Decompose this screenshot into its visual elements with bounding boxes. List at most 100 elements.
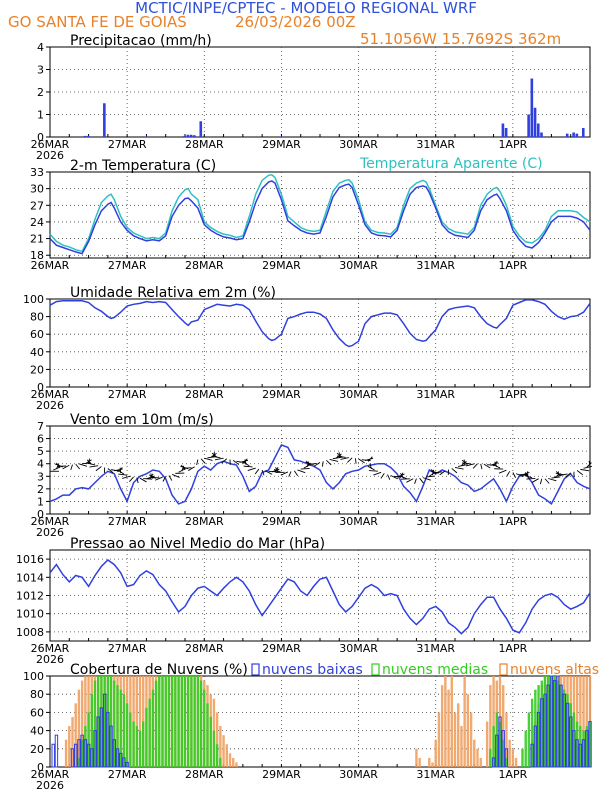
cloud-bar bbox=[109, 725, 113, 768]
wind-barb bbox=[297, 469, 306, 474]
cloud-bar bbox=[90, 748, 94, 768]
cloud-bar bbox=[77, 739, 81, 768]
legend-swatch bbox=[251, 663, 260, 676]
wind-barb bbox=[422, 477, 431, 481]
cloud-bar bbox=[565, 702, 570, 768]
y-tick-label: 40 bbox=[30, 346, 44, 359]
wind-barb bbox=[354, 458, 357, 464]
x-year-label: 2026 bbox=[36, 653, 64, 666]
x-tick-label: 30MAR bbox=[339, 388, 378, 401]
cloud-bar bbox=[505, 712, 508, 767]
cloud-bar bbox=[521, 748, 524, 767]
cloud-bar bbox=[122, 694, 126, 767]
cloud-bar bbox=[102, 693, 107, 768]
cloud-bar bbox=[569, 716, 573, 768]
y-tick-label: 1 bbox=[37, 495, 44, 508]
precip-bar bbox=[565, 133, 569, 137]
cloud-bar bbox=[145, 707, 148, 767]
cloud-bar bbox=[215, 712, 219, 767]
cloud-bar bbox=[74, 743, 78, 768]
run-label: 26/03/2026 00Z bbox=[235, 13, 356, 31]
pressure-title: Pressao ao Nivel Medio do Mar (hPa) bbox=[70, 536, 325, 552]
cloud-bar bbox=[533, 725, 538, 768]
cloud-bar bbox=[536, 711, 541, 768]
cloud-bar bbox=[161, 676, 164, 767]
wind-barb bbox=[196, 459, 199, 466]
wind-barb bbox=[300, 468, 310, 470]
y-tick-label: 60 bbox=[30, 328, 44, 341]
cloud-bar bbox=[473, 739, 476, 767]
x-tick-label: 26MAR bbox=[31, 768, 70, 781]
cloud-bar bbox=[543, 676, 547, 767]
x-tick-label: 1APR bbox=[498, 515, 527, 528]
precip-bar bbox=[103, 103, 106, 137]
cloud-bar bbox=[54, 734, 59, 768]
wind-barb bbox=[293, 470, 299, 477]
wind-barb bbox=[583, 465, 593, 469]
cloud-bar bbox=[148, 698, 151, 767]
cloud-bar bbox=[119, 752, 123, 768]
y-tick-label: 1016 bbox=[16, 553, 44, 566]
wind-barb bbox=[522, 471, 530, 477]
x-tick-label: 29MAR bbox=[262, 515, 301, 528]
precip-bar bbox=[501, 123, 505, 137]
wind-barb bbox=[576, 470, 583, 476]
wind-barb bbox=[329, 459, 339, 462]
wind-barb bbox=[307, 463, 317, 465]
wind-barb bbox=[214, 457, 224, 461]
cloud-bar bbox=[552, 680, 557, 768]
wind-barb bbox=[490, 462, 499, 466]
wind-barb bbox=[265, 470, 273, 475]
wind-barb bbox=[347, 457, 353, 463]
cloud-bar bbox=[502, 739, 505, 767]
cloud-bar bbox=[164, 676, 167, 767]
cloud-bar bbox=[569, 703, 572, 767]
cloud-bar bbox=[100, 676, 103, 767]
cloud-bar bbox=[582, 730, 585, 767]
cloud-bar bbox=[469, 712, 473, 767]
x-tick-label: 27MAR bbox=[108, 388, 147, 401]
x-tick-label: 29MAR bbox=[262, 642, 301, 655]
wind-barb bbox=[78, 463, 88, 467]
x-year-label: 2026 bbox=[36, 149, 64, 162]
cloud-bar bbox=[476, 748, 479, 767]
precip-bar bbox=[86, 135, 90, 137]
wind-barb bbox=[551, 476, 561, 479]
cloud-bar bbox=[122, 757, 126, 768]
cloud-bar bbox=[553, 676, 556, 767]
cloud-bar bbox=[74, 703, 77, 767]
cloud-bar bbox=[80, 734, 84, 768]
cloud-bar bbox=[187, 676, 190, 767]
cloud-bar bbox=[71, 716, 74, 767]
cloud-bar bbox=[415, 748, 418, 767]
x-tick-label: 28MAR bbox=[185, 768, 224, 781]
cloud-bar bbox=[106, 676, 110, 767]
x-tick-label: 27MAR bbox=[108, 768, 147, 781]
precip-title: Precipitacao (mm/h) bbox=[70, 33, 212, 49]
wind-barb bbox=[588, 460, 591, 467]
wind-barb bbox=[544, 478, 550, 484]
y-tick-label: 2 bbox=[37, 483, 44, 496]
wind-barb bbox=[419, 477, 424, 484]
x-tick-label: 30MAR bbox=[339, 642, 378, 655]
cloud-bar bbox=[84, 726, 87, 767]
y-tick-label: 30 bbox=[30, 183, 44, 196]
cloud-bar bbox=[434, 739, 437, 767]
cloud-bar bbox=[93, 730, 97, 768]
cloud-bar bbox=[80, 739, 84, 767]
cloud-bar bbox=[581, 739, 586, 768]
cloud-bar bbox=[524, 730, 527, 767]
wind-barb bbox=[114, 468, 123, 472]
cloud-bar bbox=[540, 698, 544, 768]
wind-barb bbox=[162, 476, 167, 482]
wind-barb bbox=[168, 475, 173, 481]
wind-barb bbox=[367, 465, 375, 471]
wind-barb bbox=[498, 469, 507, 474]
cloud-bar bbox=[582, 676, 585, 767]
cloud-bar bbox=[177, 676, 180, 767]
cloud-bar bbox=[579, 726, 582, 767]
wind-barb bbox=[336, 455, 346, 458]
cloud-bar bbox=[549, 675, 554, 768]
cloud-bar bbox=[444, 676, 447, 767]
